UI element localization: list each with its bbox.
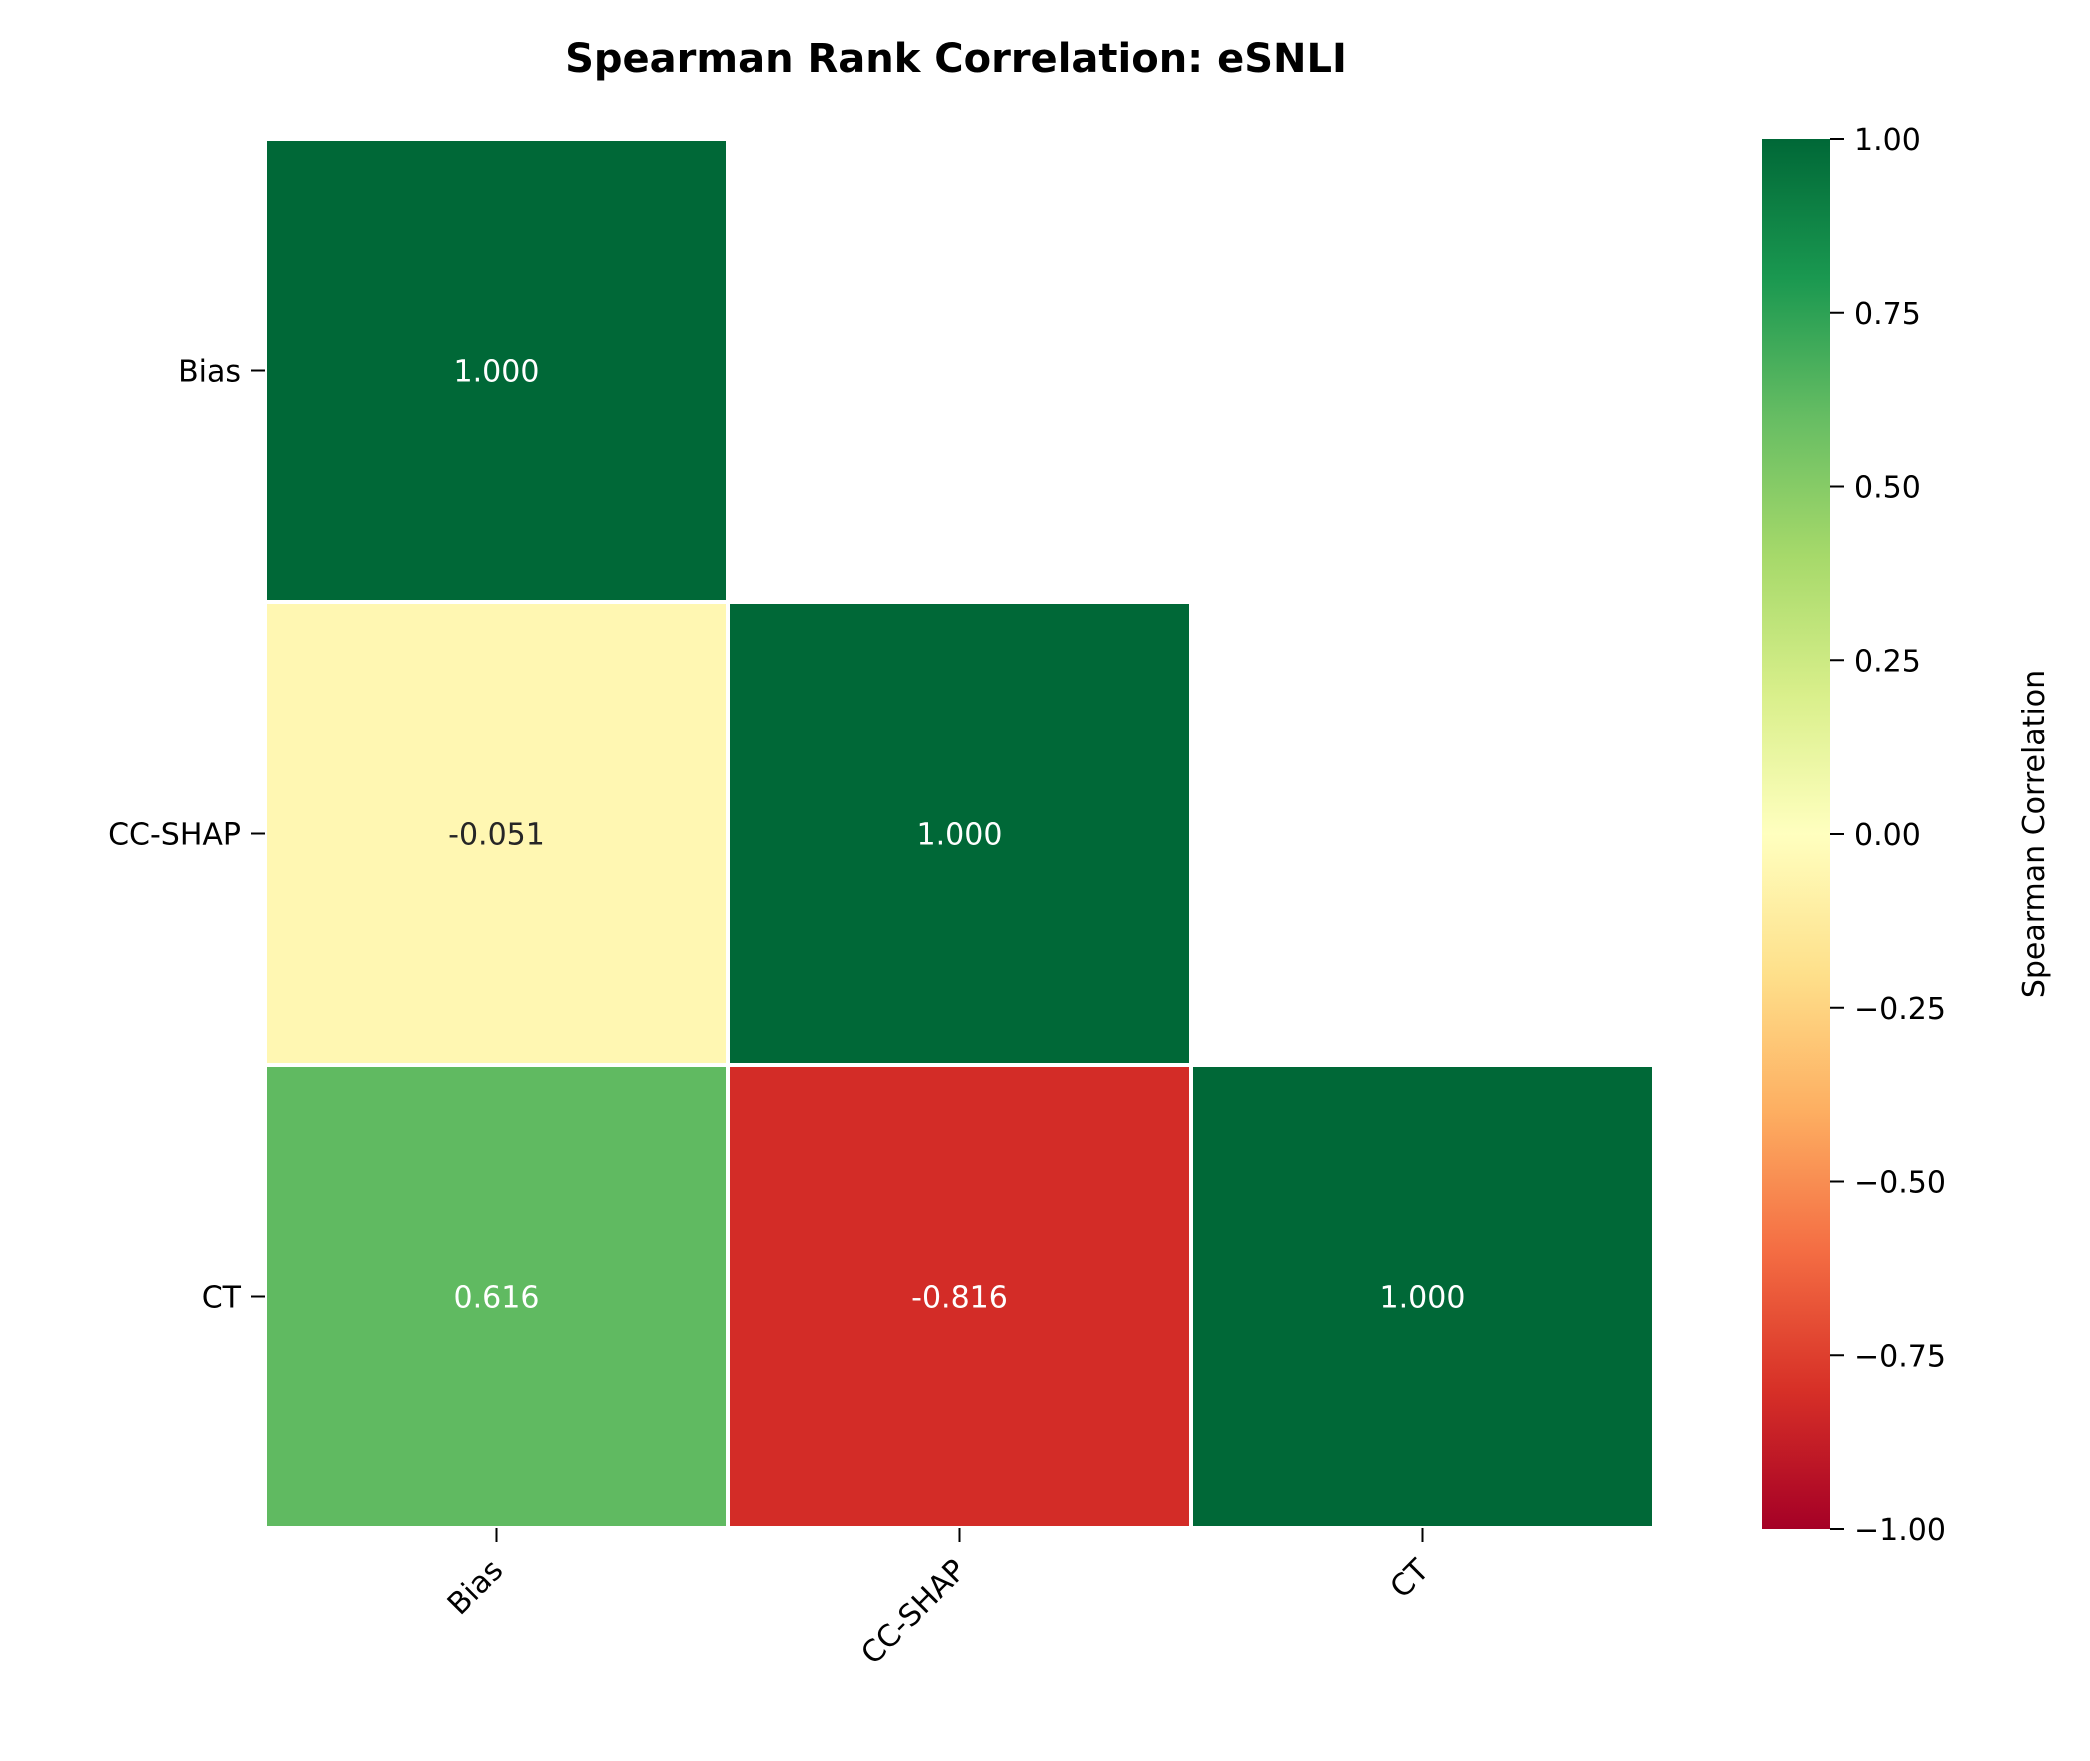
cell-value-label: 0.616	[454, 1281, 540, 1316]
colorbar-tick-label: 0.50	[1854, 471, 1921, 506]
colorbar-tick-label: 1.00	[1854, 123, 1921, 158]
heatmap-cell	[263, 1063, 730, 1530]
colorbar-tick-label: −0.25	[1854, 992, 1946, 1027]
row-axis: Bias CC-SHAP CT	[108, 355, 265, 1316]
heatmap-cell	[726, 1063, 1193, 1530]
heatmap-cell	[263, 600, 730, 1067]
column-tick-label: CC-SHAP	[854, 1553, 973, 1672]
colorbar-tick-label: −1.00	[1854, 1513, 1946, 1548]
heatmap-cell	[263, 137, 730, 604]
colorbar-tick-label: 0.25	[1854, 644, 1921, 679]
cell-value-label: -0.051	[448, 818, 545, 853]
row-tick-label: Bias	[178, 355, 241, 390]
colorbar-ticks: 1.00 0.75 0.50 0.25 0.00 −0.25 −0.50 −0.75 −1.00	[1830, 123, 1946, 1548]
colorbar: 1.00 0.75 0.50 0.25 0.00 −0.25 −0.50 −0.75 −1.00…	[1762, 123, 2052, 1548]
colorbar-bar	[1762, 139, 1830, 1529]
colorbar-label: Spearman Correlation	[2017, 670, 2052, 998]
cell-value-label: -0.816	[911, 1281, 1008, 1316]
cell-value-label: 1.000	[454, 355, 540, 390]
colorbar-tick-label: −0.75	[1854, 1339, 1946, 1374]
row-tick-label: CC-SHAP	[108, 818, 241, 853]
heatmap-cells: 1.000 -0.051 1.000 0.616 -0.816 1.000	[263, 137, 1656, 1530]
row-tick-label: CT	[202, 1281, 242, 1316]
column-axis: Bias CC-SHAP CT	[441, 1528, 1437, 1672]
heatmap-cell	[726, 600, 1193, 1067]
column-tick-label: Bias	[441, 1553, 510, 1622]
column-tick-label: CT	[1384, 1552, 1437, 1605]
colorbar-tick-label: −0.50	[1854, 1166, 1946, 1201]
cell-value-label: 1.000	[1380, 1281, 1466, 1316]
chart-title: Spearman Rank Correlation: eSNLI	[565, 36, 1347, 82]
colorbar-tick-label: 0.75	[1854, 297, 1921, 332]
colorbar-tick-label: 0.00	[1854, 818, 1921, 853]
heatmap-cell	[1189, 1063, 1656, 1530]
cell-value-label: 1.000	[917, 818, 1003, 853]
